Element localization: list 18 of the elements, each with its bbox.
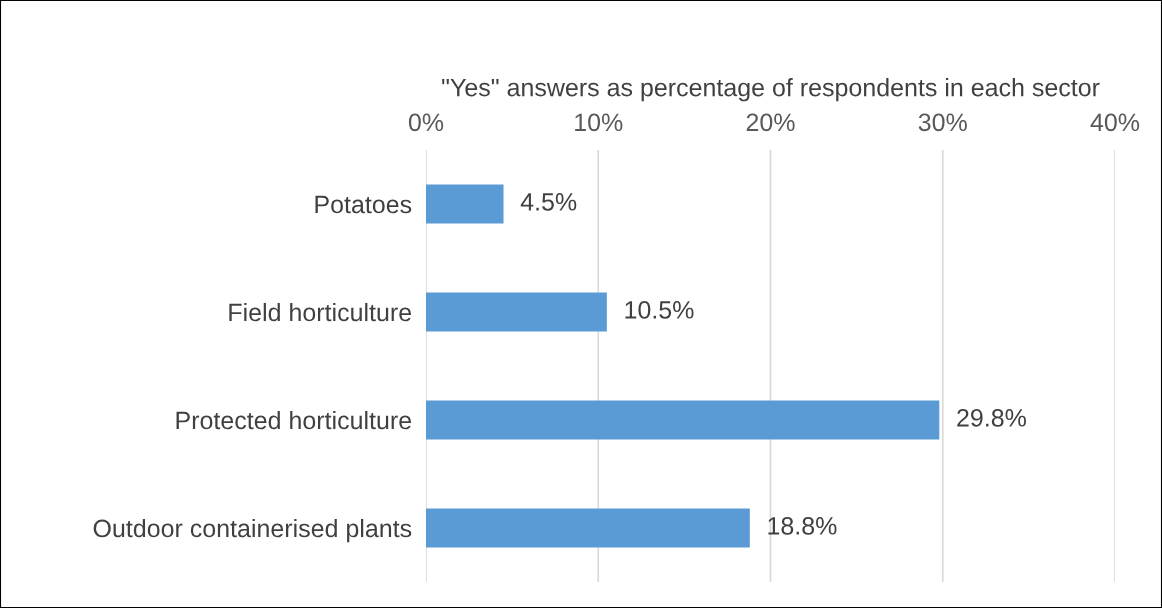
data-label: 4.5% xyxy=(520,193,577,211)
bar xyxy=(426,400,940,440)
x-tick-label: 30% xyxy=(918,113,967,132)
x-tick-label: 20% xyxy=(746,113,795,132)
data-label: 18.8% xyxy=(768,517,837,535)
y-tick-label: Outdoor containerised plants xyxy=(93,518,412,543)
y-tick-label: Field horticulture xyxy=(229,302,412,322)
data-label: 29.8% xyxy=(957,409,1026,427)
y-tick-label: Potatoes xyxy=(315,195,412,214)
y-tick-label: Protected horticulture xyxy=(176,410,412,430)
x-tick-label: 40% xyxy=(1090,113,1140,132)
x-tick-label: 10% xyxy=(575,113,623,132)
bar xyxy=(426,508,750,548)
x-axis-title: "Yes" answers as percentage of respondents in each sector xyxy=(442,78,1100,102)
bar xyxy=(426,292,607,332)
bar xyxy=(426,184,504,224)
data-label: 10.5% xyxy=(625,301,694,319)
x-tick-label: 0% xyxy=(408,113,444,132)
